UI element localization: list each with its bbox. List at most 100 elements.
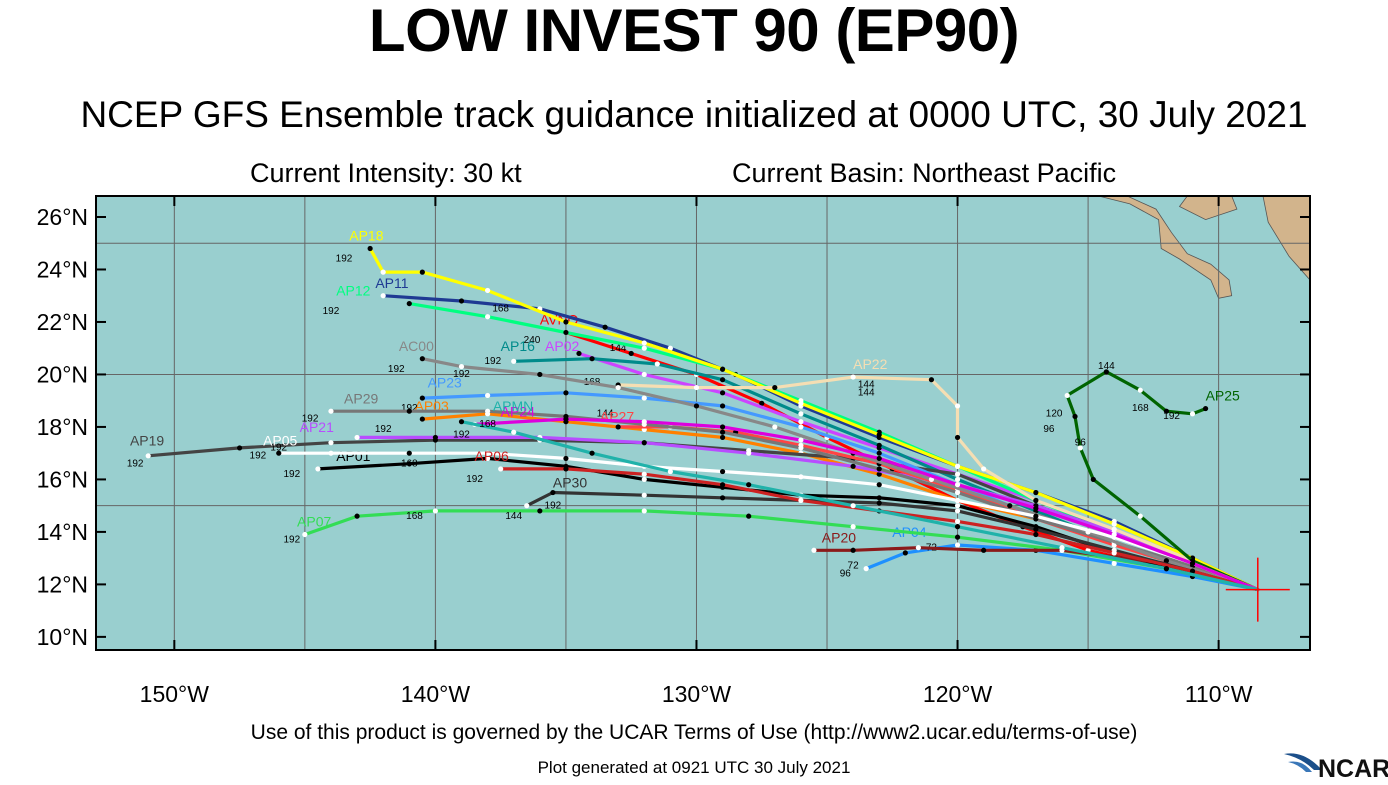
track-label: AP05: [263, 432, 297, 448]
track-point: [485, 408, 491, 414]
track-point: [863, 566, 869, 572]
forecast-hour-label: 72: [848, 561, 860, 572]
track-line: [277, 451, 1260, 592]
lon-tick-label: 120°W: [923, 681, 993, 707]
forecast-hour-label: 144: [1098, 361, 1115, 372]
forecast-hour-label: 240: [524, 335, 541, 346]
forecast-hour-label: 144: [858, 380, 875, 391]
track-point: [850, 463, 856, 469]
track-point: [954, 482, 961, 488]
track-point: [354, 434, 360, 441]
track-point: [406, 300, 412, 307]
track-point: [954, 434, 961, 441]
track-point: [302, 531, 308, 538]
track-point: [1033, 505, 1039, 511]
track-point: [602, 324, 608, 330]
lon-tick-label: 140°W: [401, 681, 471, 707]
track-point: [1163, 566, 1170, 572]
track-point: [145, 453, 151, 459]
lat-tick-label: 18°N: [37, 414, 88, 440]
track-point: [1090, 476, 1096, 483]
track-point: [1111, 560, 1117, 566]
forecast-hour-label: 192: [250, 450, 267, 461]
lat-tick-label: 14°N: [37, 519, 88, 545]
lon-tick-label: 150°W: [140, 681, 210, 707]
ncar-logo-icon: NCAR: [1284, 753, 1388, 783]
track-point: [719, 495, 726, 501]
track-point: [981, 466, 987, 472]
track-apmn: 168 APMN: [458, 398, 1260, 592]
track-point: [954, 476, 961, 483]
track-point: [954, 403, 961, 409]
track-line: [616, 375, 1260, 592]
track-point: [772, 424, 778, 430]
track-point: [641, 508, 647, 514]
track-point: [719, 468, 726, 475]
track-label: AP02: [545, 338, 579, 354]
track-point: [981, 547, 987, 553]
track-point: [1033, 489, 1039, 496]
track-point: [954, 542, 961, 548]
track-point: [954, 518, 961, 525]
track-point: [876, 466, 882, 472]
track-point: [419, 395, 425, 401]
track-point: [719, 377, 726, 383]
track-point: [641, 395, 647, 401]
track-point: [1202, 405, 1209, 412]
forecast-hour-label: 192: [127, 458, 144, 469]
lat-tick-label: 26°N: [37, 204, 88, 230]
track-point: [719, 390, 726, 396]
track-point: [354, 513, 360, 519]
track-label: AP01: [336, 448, 370, 464]
lat-tick-label: 12°N: [37, 571, 88, 597]
land-polygon-1: [1262, 196, 1310, 281]
track-point: [850, 524, 856, 530]
track-point: [615, 384, 621, 391]
track-point: [928, 377, 935, 383]
track-point: [458, 419, 465, 425]
track-point: [876, 471, 882, 477]
track-point: [654, 361, 660, 367]
lat-tick-label: 22°N: [37, 309, 88, 335]
track-point: [746, 482, 752, 488]
track-point: [641, 340, 647, 346]
track-point: [902, 550, 908, 556]
track-point: [563, 455, 569, 462]
track-point: [954, 508, 961, 514]
track-point: [1111, 521, 1117, 527]
forecast-hour-label: 192: [302, 414, 319, 425]
track-point: [915, 545, 921, 551]
track-point: [1163, 408, 1170, 414]
track-ap21: 192 AP21: [270, 419, 1260, 592]
track-line: [459, 420, 1260, 592]
plot-frame: [95, 195, 1311, 651]
track-label: AC00: [399, 338, 434, 354]
forecast-hour-label: 144: [597, 408, 614, 419]
forecast-hour-label: 192: [323, 306, 340, 317]
track-point: [641, 492, 647, 498]
terms-of-use[interactable]: Use of this product is governed by the U…: [250, 721, 1138, 744]
track-point: [772, 384, 778, 391]
forecast-hour-label: 192: [283, 469, 300, 480]
chart-title: LOW INVEST 90 (EP90): [368, 0, 1020, 64]
track-point: [1137, 387, 1143, 393]
track-label: AP11: [375, 275, 408, 291]
chart-subtitle: NCEP GFS Ensemble track guidance initial…: [80, 94, 1308, 135]
track-point: [850, 547, 856, 553]
track-label: AP24: [501, 403, 535, 419]
track-point: [485, 287, 491, 294]
track-point: [641, 476, 647, 483]
current-intensity: Current Intensity: 30 kt: [250, 158, 522, 188]
track-point: [693, 384, 700, 391]
track-point: [367, 245, 373, 252]
track-point: [589, 450, 595, 456]
track-point: [315, 466, 321, 472]
track-line: [420, 357, 1260, 592]
track-label: AP06: [475, 448, 509, 464]
track-point: [641, 419, 647, 425]
track-point: [1064, 392, 1070, 399]
forecast-hour-label: 120: [1046, 408, 1063, 419]
land-polygon-2: [1082, 196, 1233, 299]
forecast-hour-label: 192: [484, 356, 501, 367]
